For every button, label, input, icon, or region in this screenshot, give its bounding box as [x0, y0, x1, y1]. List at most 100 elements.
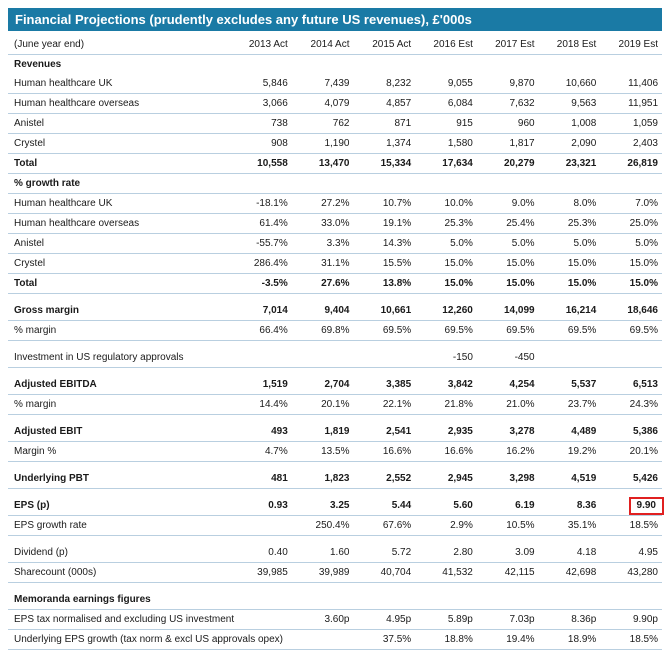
table-cell: 17,634 — [415, 153, 477, 174]
table-cell — [291, 173, 354, 194]
table-cell: 2,552 — [353, 469, 416, 489]
table-cell: 42,115 — [476, 562, 539, 583]
spacer-cell — [8, 294, 662, 302]
table-cell: 43,280 — [600, 562, 662, 583]
table-cell: 61.4% — [230, 213, 292, 234]
table-row: Total -3.5% 27.6% 13.8% 15.0% 15.0% 15.0% 15.0% — [8, 273, 662, 294]
table-cell: 26,819 — [600, 153, 662, 174]
table-cell: 871 — [353, 113, 416, 134]
table-cell: 1,580 — [415, 133, 477, 154]
table-cell: 1,817 — [476, 133, 539, 154]
table-cell: 2,704 — [291, 375, 354, 395]
table-cell: 1,519 — [230, 375, 292, 395]
table-cell: 3,298 — [476, 469, 539, 489]
table-cell: 15.0% — [415, 273, 477, 294]
table-cell: 66.4% — [230, 320, 292, 341]
table-cell — [353, 348, 416, 368]
table-cell: -450 — [476, 348, 539, 368]
table-cell: 3.3% — [291, 233, 354, 254]
table-row: Gross margin 7,014 9,404 10,661 12,260 14,099… — [8, 301, 662, 321]
row-label: Adjusted EBIT — [8, 422, 231, 442]
table-cell: 9,055 — [415, 74, 477, 94]
table-row: EPS growth rate 250.4% 67.6% 2.9% 10.5% 35.1%… — [8, 515, 662, 536]
table-cell: 10,558 — [230, 153, 292, 174]
table-cell: 25.3% — [415, 213, 477, 234]
table-cell: 15.5% — [353, 253, 416, 274]
table-cell — [600, 348, 662, 368]
spacer-cell — [8, 341, 662, 349]
table-cell — [538, 590, 601, 610]
table-cell: 27.2% — [291, 193, 354, 214]
table-cell: 16.6% — [415, 441, 477, 462]
table-cell — [230, 173, 292, 194]
column-header: 2014 Act — [291, 35, 354, 55]
table-cell: 4.18 — [538, 543, 601, 563]
table-cell: 2,935 — [415, 422, 477, 442]
column-header: 2016 Est — [415, 35, 477, 55]
row-label: % margin — [8, 320, 231, 341]
table-cell: 2.80 — [415, 543, 477, 563]
table-cell: 15,334 — [353, 153, 416, 174]
table-cell: 2,403 — [600, 133, 662, 154]
table-cell — [230, 629, 292, 650]
table-row: % margin 14.4% 20.1% 22.1% 21.8% 21.0% 23.7% 24… — [8, 394, 662, 415]
table-row: Memoranda earnings figures — [8, 590, 662, 610]
table-row: Human healthcare UK 5,846 7,439 8,232 9,055 9… — [8, 74, 662, 94]
table-cell: 69.8% — [291, 320, 354, 341]
table-row: Human healthcare overseas 3,066 4,079 4,857… — [8, 93, 662, 114]
table-cell: 5,426 — [600, 469, 662, 489]
row-label: Memoranda earnings figures — [8, 590, 231, 610]
row-label: Human healthcare overseas — [8, 93, 231, 114]
row-label: Adjusted EBITDA — [8, 375, 231, 395]
spacer-row — [8, 368, 662, 376]
year-end-label: (June year end) — [8, 35, 231, 55]
table-cell — [230, 609, 292, 630]
table-cell: 23,321 — [538, 153, 601, 174]
row-label: EPS tax normalised and excluding US inve… — [8, 609, 234, 630]
table-row: Human healthcare overseas 61.4% 33.0% 19.1%… — [8, 213, 662, 234]
table-cell: 14.3% — [353, 233, 416, 254]
table-cell: 738 — [230, 113, 292, 134]
table-cell: 2.9% — [415, 515, 477, 536]
table-cell: 33.0% — [291, 213, 354, 234]
table-cell — [292, 55, 354, 75]
spacer-row — [8, 341, 662, 349]
row-label: EPS growth rate — [8, 515, 231, 536]
spacer-row — [8, 536, 662, 544]
table-cell — [353, 173, 416, 194]
table-row: Underlying PBT 481 1,823 2,552 2,945 3,298 4,5… — [8, 469, 662, 489]
table-cell: 39,985 — [230, 562, 292, 583]
table-cell: 1,819 — [291, 422, 354, 442]
row-label: Underlying EPS growth (tax norm & excl U… — [8, 629, 283, 650]
table-cell: 5.89p — [415, 609, 477, 630]
table-cell: 25.0% — [600, 213, 662, 234]
table-cell: 3.60p — [291, 609, 354, 630]
table-cell: 5.0% — [476, 233, 539, 254]
table-row: EPS (p) 0.93 3.25 5.44 5.60 6.19 8.36 9.90 — [8, 496, 664, 516]
table-cell: 8.36p — [538, 609, 601, 630]
table-cell — [600, 173, 662, 194]
table-cell: 4,079 — [291, 93, 354, 114]
table-cell: 37.5% — [353, 629, 416, 650]
table-cell: 15.0% — [415, 253, 477, 274]
table-cell: 20.1% — [291, 394, 354, 415]
table-cell — [477, 55, 539, 75]
table-cell: 18,646 — [600, 301, 662, 321]
table-cell — [415, 590, 477, 610]
table-cell: 69.5% — [538, 320, 601, 341]
table-cell — [353, 590, 416, 610]
table-cell: 22.1% — [353, 394, 416, 415]
table-cell: 6,084 — [415, 93, 477, 114]
table-cell: 3.25 — [291, 496, 354, 516]
table-cell — [538, 348, 601, 368]
table-cell: 9.90p — [600, 609, 662, 630]
table-cell: 15.0% — [600, 273, 662, 294]
table-cell: 31.1% — [291, 253, 354, 274]
table-cell — [600, 55, 662, 75]
table-cell: 21.0% — [476, 394, 539, 415]
table-cell: 1,374 — [353, 133, 416, 154]
spacer-row — [8, 489, 662, 497]
row-label: Anistel — [8, 113, 231, 134]
table-cell: 5.0% — [600, 233, 662, 254]
row-label: Dividend (p) — [8, 543, 231, 563]
